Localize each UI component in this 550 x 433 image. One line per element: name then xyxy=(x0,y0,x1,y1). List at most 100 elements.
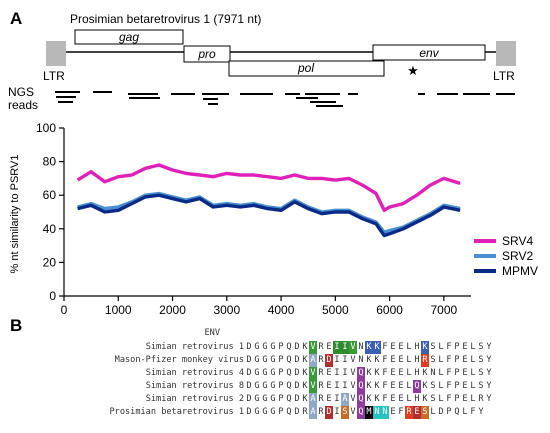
residue: G xyxy=(270,368,276,378)
residue: K xyxy=(374,368,380,378)
residue: L xyxy=(430,407,436,417)
residue: D xyxy=(294,394,300,404)
ltr-right-box xyxy=(496,41,516,66)
residue: P xyxy=(278,342,284,352)
residue: D xyxy=(325,406,333,419)
residue: I xyxy=(341,341,349,354)
residue: E xyxy=(390,368,396,378)
residue: P xyxy=(278,368,284,378)
x-tick-label: 1000 xyxy=(105,303,132,317)
residue: K xyxy=(302,342,308,352)
residue: N xyxy=(381,406,389,419)
gene-box-pro xyxy=(183,45,231,63)
y-tick-label: 60 xyxy=(43,188,57,202)
residue: P xyxy=(278,381,284,391)
residue: K xyxy=(366,355,372,365)
residue: L xyxy=(438,355,444,365)
sequence-name: Mason-Pfizer monkey virus xyxy=(114,355,244,365)
residue: K xyxy=(374,355,380,365)
residue: R xyxy=(318,381,324,391)
residue: A xyxy=(309,406,317,419)
legend-label-srv4: SRV4 xyxy=(502,234,533,248)
residue: P xyxy=(454,342,460,352)
residue: V xyxy=(349,341,357,354)
residue: Y xyxy=(486,381,492,391)
residue: Q xyxy=(286,342,292,352)
residue: G xyxy=(254,407,260,417)
residue: P xyxy=(446,407,452,417)
residue: H xyxy=(414,342,420,352)
legend-label-mpmv: MPMV xyxy=(502,264,538,278)
sequence-name: Simian retrovirus 2 xyxy=(145,394,244,404)
residue: S xyxy=(478,381,484,391)
residue: E xyxy=(413,406,421,419)
residue: P xyxy=(278,394,284,404)
residue: K xyxy=(422,394,428,404)
residue: D xyxy=(294,355,300,365)
residue: D xyxy=(246,394,252,404)
y-tick-label: 20 xyxy=(43,255,57,269)
sequence-name: Prosimian betaretrovirus 1 xyxy=(109,407,244,417)
residue: F xyxy=(446,342,452,352)
residue: E xyxy=(326,368,332,378)
x-tick-label: 3000 xyxy=(213,303,240,317)
residue: G xyxy=(254,368,260,378)
genome-title: Prosimian betaretrovirus 1 (7971 nt) xyxy=(70,12,261,26)
genome-map: LTR LTR gag pro pol env ★ xyxy=(43,29,516,83)
residue: R xyxy=(318,394,324,404)
residue: L xyxy=(406,342,412,352)
residue: Q xyxy=(454,407,460,417)
residue: F xyxy=(470,407,476,417)
residue: I xyxy=(334,407,340,417)
residue: Q xyxy=(286,355,292,365)
residue: Y xyxy=(486,355,492,365)
y-tick-label: 100 xyxy=(36,121,56,135)
residue: G xyxy=(254,355,260,365)
residue: P xyxy=(278,355,284,365)
residue: D xyxy=(325,354,333,367)
figure-panel-a: A Prosimian betaretrovirus 1 (7971 nt) L… xyxy=(8,9,538,317)
residue: S xyxy=(341,406,349,419)
residue: V xyxy=(309,367,317,380)
star-marker: ★ xyxy=(407,63,419,78)
ltr-left-label: LTR xyxy=(43,69,65,83)
residue: A xyxy=(309,393,317,406)
x-tick-label: 7000 xyxy=(431,303,458,317)
residue: R xyxy=(421,354,429,367)
residue: K xyxy=(302,394,308,404)
residue: D xyxy=(246,342,252,352)
residue: Q xyxy=(286,381,292,391)
residue: I xyxy=(334,394,340,404)
residue: Y xyxy=(486,342,492,352)
residue: D xyxy=(294,368,300,378)
residue: F xyxy=(382,368,388,378)
residue: K xyxy=(422,381,428,391)
residue: N xyxy=(373,406,381,419)
y-tick-label: 80 xyxy=(43,155,57,169)
residue: K xyxy=(374,381,380,391)
residue: K xyxy=(302,381,308,391)
residue: F xyxy=(446,394,452,404)
residue: S xyxy=(478,368,484,378)
gene-label-pol: pol xyxy=(297,61,314,75)
residue: E xyxy=(462,368,468,378)
residue: E xyxy=(398,368,404,378)
residue: G xyxy=(262,394,268,404)
residue: R xyxy=(478,394,484,404)
gene-box-gag xyxy=(74,29,184,45)
legend-label-srv2: SRV2 xyxy=(502,249,533,263)
residue: E xyxy=(462,355,468,365)
residue: S xyxy=(430,381,436,391)
chart-lines xyxy=(76,163,461,238)
residue: Q xyxy=(357,406,365,419)
residue: L xyxy=(406,394,412,404)
residue: G xyxy=(254,381,260,391)
